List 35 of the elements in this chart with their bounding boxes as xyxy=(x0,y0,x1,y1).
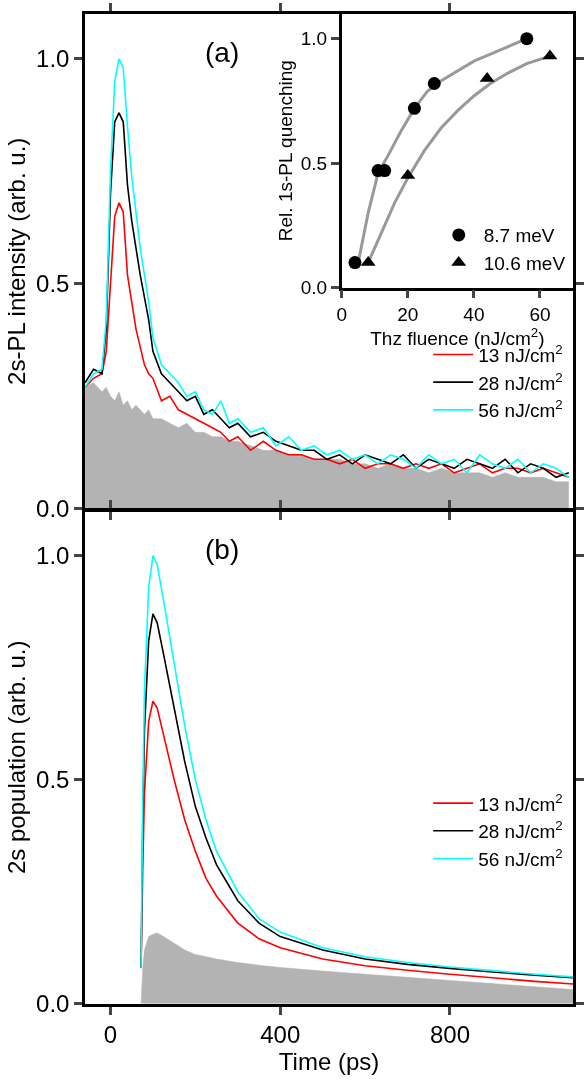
point xyxy=(407,101,421,115)
legend-label: 13 nJ/cm$^{2}$ xyxy=(478,790,563,815)
x-tick-label: 0 xyxy=(336,304,348,326)
y-tick-label: 1.0 xyxy=(36,45,70,73)
y-tick-label: 1.0 xyxy=(36,542,70,569)
y-tick-label: 0.5 xyxy=(36,766,70,794)
y-tick-label: 0.0 xyxy=(300,277,328,299)
line-series xyxy=(85,202,570,479)
y-tick-label: 0.0 xyxy=(36,495,70,523)
line-series xyxy=(140,700,574,985)
y-tick-label: 0.5 xyxy=(36,270,70,298)
y-tick-label: 0.5 xyxy=(300,152,328,174)
point xyxy=(427,76,441,90)
annotation: (b) xyxy=(205,534,240,565)
y-tick-label: 0.0 xyxy=(36,990,70,1018)
legend-label: 28 nJ/cm$^{2}$ xyxy=(478,818,563,843)
x-tick-label: 20 xyxy=(397,304,419,326)
point xyxy=(520,32,534,46)
x-tick-label: 800 xyxy=(429,1021,471,1049)
legend-label: 8.7 meV xyxy=(483,225,555,247)
x-tick-label: 60 xyxy=(529,304,551,326)
legend-label: 28 nJ/cm$^{2}$ xyxy=(478,369,563,394)
y-tick-label: 1.0 xyxy=(300,28,328,50)
point xyxy=(348,256,362,270)
y-axis-title: 2s population (arb. u.) xyxy=(3,640,31,875)
x-tick-label: 400 xyxy=(260,1021,301,1049)
x-axis-title: Time (ps) xyxy=(278,1048,380,1076)
y-axis-title: 2s-PL intensity (arb. u.) xyxy=(3,137,31,385)
x-tick-label: 0 xyxy=(103,1021,118,1049)
legend-label: 56 nJ/cm$^{2}$ xyxy=(478,397,563,422)
annotation: (a) xyxy=(205,37,240,68)
legend-label: 56 nJ/cm$^{2}$ xyxy=(478,845,563,870)
y-axis-title: Rel. 1s-PL quenching xyxy=(274,60,296,242)
x-tick-label: 40 xyxy=(463,304,485,326)
legend-label: 10.6 meV xyxy=(483,252,566,274)
